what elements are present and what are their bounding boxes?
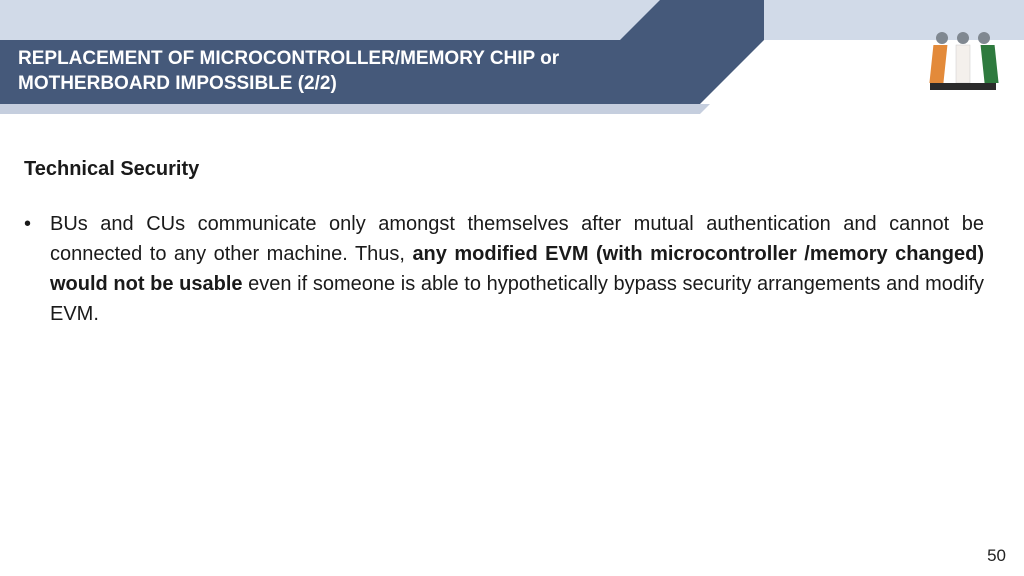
top-band [0,0,1024,40]
bullet-text: BUs and CUs communicate only amongst the… [50,209,984,329]
subheading: Technical Security [24,158,984,181]
bullet-marker: • [24,209,50,329]
bullet-item: • BUs and CUs communicate only amongst t… [24,209,984,329]
eci-logo-icon [922,30,1004,96]
header-angle-decor [620,0,660,40]
header-angle-decor-fill [660,0,764,40]
slide-title-line2: MOTHERBOARD IMPOSSIBLE (2/2) [18,72,700,97]
header-angle-notch [764,0,804,40]
slide-title-line1: REPLACEMENT OF MICROCONTROLLER/MEMORY CH… [18,47,700,72]
page-number: 50 [987,546,1006,566]
title-bar: REPLACEMENT OF MICROCONTROLLER/MEMORY CH… [0,40,800,114]
content-area: Technical Security • BUs and CUs communi… [24,158,984,329]
